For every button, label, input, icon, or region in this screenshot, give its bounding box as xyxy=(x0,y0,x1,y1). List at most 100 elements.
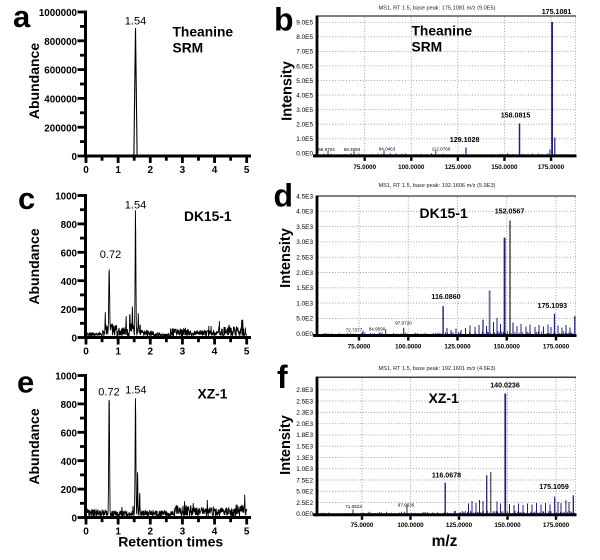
svg-text:2.8E3: 2.8E3 xyxy=(296,387,313,394)
svg-text:Intensity: Intensity xyxy=(278,228,294,288)
svg-text:1: 1 xyxy=(115,526,121,537)
svg-text:112.0766: 112.0766 xyxy=(432,147,451,152)
svg-text:0: 0 xyxy=(72,514,78,525)
svg-text:Retention times: Retention times xyxy=(118,533,223,549)
svg-text:2.5E2: 2.5E2 xyxy=(296,500,313,507)
svg-text:1: 1 xyxy=(115,165,121,176)
svg-text:0: 0 xyxy=(83,526,89,537)
svg-text:116.0860: 116.0860 xyxy=(431,293,460,301)
svg-text:5: 5 xyxy=(244,165,250,176)
svg-text:175.1059: 175.1059 xyxy=(539,483,569,491)
svg-text:MS1, RT 1.5, base peak: 175.10: MS1, RT 1.5, base peak: 175.1081 m/z (9.… xyxy=(378,6,495,12)
svg-text:1.5E3: 1.5E3 xyxy=(296,443,313,450)
svg-text:72.7377: 72.7377 xyxy=(346,327,363,332)
svg-text:1.54: 1.54 xyxy=(125,200,146,212)
svg-text:7.0E5: 7.0E5 xyxy=(296,49,313,56)
svg-text:2.5E3: 2.5E3 xyxy=(296,398,313,405)
svg-text:e: e xyxy=(17,365,34,400)
svg-text:400: 400 xyxy=(61,457,78,468)
svg-text:0: 0 xyxy=(83,165,89,176)
svg-text:75.0000: 75.0000 xyxy=(348,343,371,350)
svg-text:125.0000: 125.0000 xyxy=(444,343,471,350)
svg-text:0: 0 xyxy=(83,347,89,358)
svg-text:3: 3 xyxy=(180,347,186,358)
svg-text:140.0236: 140.0236 xyxy=(490,382,520,390)
svg-text:5.0E2: 5.0E2 xyxy=(296,316,313,323)
svg-text:m/z: m/z xyxy=(432,533,458,550)
svg-text:5.0E2: 5.0E2 xyxy=(296,489,313,496)
svg-text:1000: 1000 xyxy=(55,192,77,203)
svg-text:5: 5 xyxy=(244,347,250,358)
svg-text:XZ-1: XZ-1 xyxy=(198,387,228,402)
svg-text:2.0E3: 2.0E3 xyxy=(296,270,313,277)
svg-text:0: 0 xyxy=(72,152,78,163)
svg-text:129.1028: 129.1028 xyxy=(450,136,480,144)
svg-text:9.0E5: 9.0E5 xyxy=(296,20,313,27)
svg-text:MS1, RT 1.5, base peak: 192.16: MS1, RT 1.5, base peak: 192.1606 m/z (5.… xyxy=(378,183,495,189)
svg-text:Theanine: Theanine xyxy=(173,24,234,39)
svg-text:2: 2 xyxy=(147,526,153,537)
svg-text:150.0000: 150.0000 xyxy=(494,522,521,529)
svg-text:1.54: 1.54 xyxy=(125,16,146,28)
svg-text:1.54: 1.54 xyxy=(125,385,146,397)
svg-text:2.0E5: 2.0E5 xyxy=(296,122,313,129)
svg-text:175.1081: 175.1081 xyxy=(542,8,572,16)
svg-text:97.9636: 97.9636 xyxy=(398,503,415,508)
svg-text:69.4094: 69.4094 xyxy=(344,147,361,152)
svg-text:1: 1 xyxy=(115,347,121,358)
svg-text:200000: 200000 xyxy=(44,123,77,134)
svg-text:1.8E3: 1.8E3 xyxy=(296,432,313,439)
svg-text:7.5E2: 7.5E2 xyxy=(296,477,313,484)
svg-text:c: c xyxy=(18,181,35,216)
svg-text:400: 400 xyxy=(61,277,78,288)
svg-text:84.0463: 84.0463 xyxy=(379,147,396,152)
svg-text:XZ-1: XZ-1 xyxy=(429,390,460,406)
svg-text:200: 200 xyxy=(61,485,78,496)
svg-text:100.0000: 100.0000 xyxy=(397,522,424,529)
svg-text:6.0E5: 6.0E5 xyxy=(296,63,313,70)
svg-text:1.5E3: 1.5E3 xyxy=(296,285,313,292)
svg-text:2.0E3: 2.0E3 xyxy=(296,421,313,428)
svg-text:5.0E5: 5.0E5 xyxy=(296,78,313,85)
svg-text:2.5E3: 2.5E3 xyxy=(296,255,313,262)
svg-text:1.0E3: 1.0E3 xyxy=(296,300,313,307)
svg-text:0.72: 0.72 xyxy=(98,387,119,399)
svg-text:3.0E3: 3.0E3 xyxy=(296,239,313,246)
svg-text:d: d xyxy=(274,177,294,213)
svg-text:4: 4 xyxy=(212,347,218,358)
svg-text:a: a xyxy=(13,0,31,34)
svg-text:4.0E3: 4.0E3 xyxy=(296,209,313,216)
svg-text:1.3E3: 1.3E3 xyxy=(296,455,313,462)
svg-text:1.0E3: 1.0E3 xyxy=(296,466,313,473)
svg-text:4: 4 xyxy=(212,165,218,176)
svg-text:5: 5 xyxy=(244,526,250,537)
svg-text:800000: 800000 xyxy=(44,37,77,48)
svg-text:Abundance: Abundance xyxy=(26,43,42,119)
svg-text:b: b xyxy=(274,1,294,37)
svg-text:71.0623: 71.0623 xyxy=(345,504,362,509)
svg-text:Intensity: Intensity xyxy=(279,61,295,121)
svg-text:97.9720: 97.9720 xyxy=(395,320,412,325)
svg-text:SRM: SRM xyxy=(173,40,204,55)
svg-text:3: 3 xyxy=(180,526,186,537)
svg-text:Theanine: Theanine xyxy=(412,23,473,38)
svg-text:150.0000: 150.0000 xyxy=(494,343,521,350)
svg-text:800: 800 xyxy=(61,220,78,231)
svg-text:DK15-1: DK15-1 xyxy=(184,209,232,224)
svg-text:600: 600 xyxy=(61,248,78,259)
svg-text:600000: 600000 xyxy=(44,66,77,77)
svg-text:84.9590: 84.9590 xyxy=(369,327,386,332)
svg-text:f: f xyxy=(277,359,288,395)
svg-text:400000: 400000 xyxy=(44,95,77,106)
svg-text:4.0E5: 4.0E5 xyxy=(296,92,313,99)
svg-text:66.9704: 66.9704 xyxy=(318,147,335,152)
svg-text:175.0000: 175.0000 xyxy=(538,164,565,171)
svg-text:3.0E5: 3.0E5 xyxy=(296,107,313,114)
svg-text:150.0000: 150.0000 xyxy=(491,164,518,171)
svg-text:200: 200 xyxy=(61,305,78,316)
svg-text:125.0000: 125.0000 xyxy=(446,522,473,529)
svg-text:175.1093: 175.1093 xyxy=(538,302,568,310)
svg-text:158.0815: 158.0815 xyxy=(501,112,531,120)
svg-text:0.72: 0.72 xyxy=(100,249,121,261)
svg-text:175.0000: 175.0000 xyxy=(543,343,570,350)
